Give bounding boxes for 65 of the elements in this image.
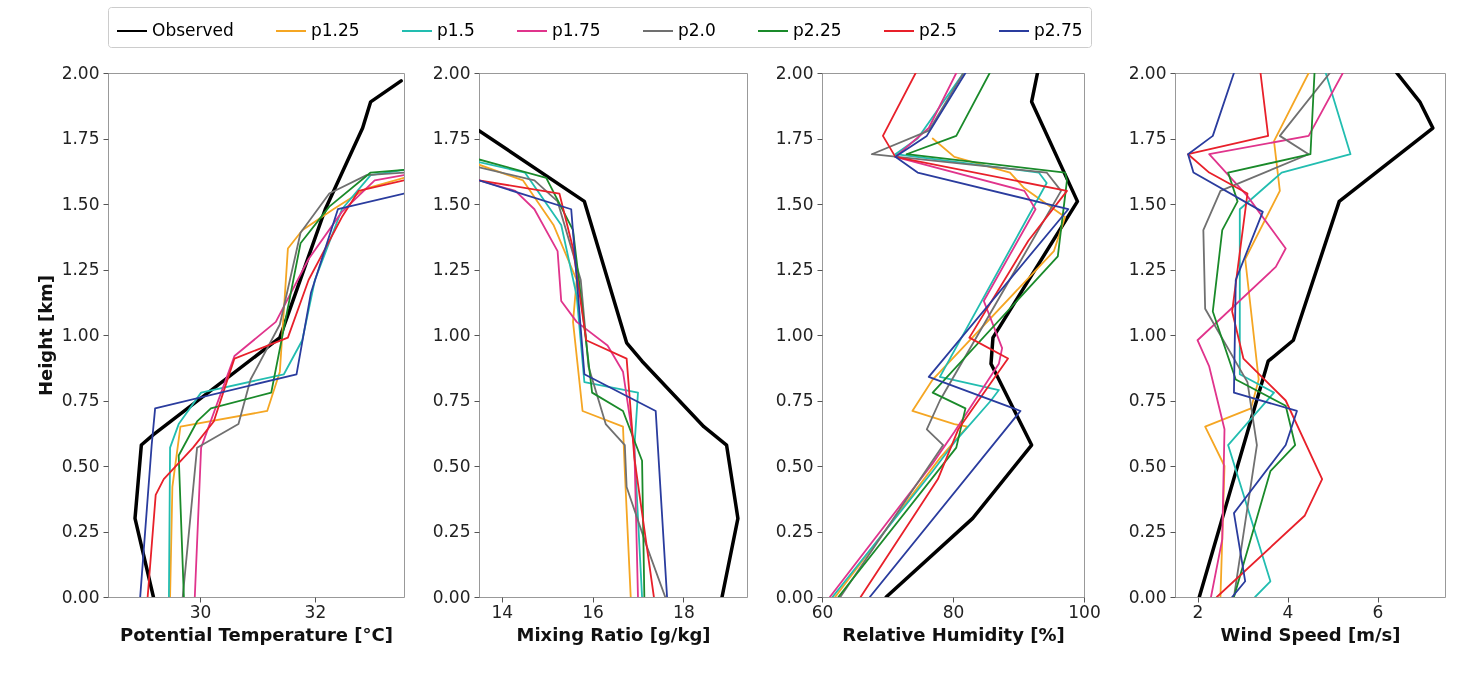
y-tick-label: 2.00 (61, 62, 100, 83)
y-tick-label: 1.00 (1128, 324, 1167, 345)
y-tick-label: 1.50 (432, 193, 471, 214)
y-tick-label: 0.00 (775, 586, 814, 607)
legend-label: Observed (152, 20, 234, 40)
y-tick-label: 0.75 (1128, 390, 1167, 410)
legend-label: p2.25 (793, 20, 842, 40)
legend-label: p1.75 (552, 20, 601, 40)
line-series (479, 128, 740, 597)
x-axis-title: Wind Speed [m/s] (1220, 623, 1401, 645)
legend-label: p1.25 (311, 20, 360, 40)
y-tick-label: 2.00 (1128, 62, 1167, 83)
y-tick-label: 1.00 (432, 324, 471, 345)
x-tick-label: 100 (1068, 601, 1101, 622)
x-axis-title: Mixing Ratio [g/kg] (516, 623, 711, 645)
x-tick-label: 60 (811, 601, 834, 622)
y-tick-label: 0.75 (775, 390, 814, 410)
x-tick-label: 2 (1192, 601, 1204, 622)
y-tick-label: 1.25 (1128, 259, 1167, 279)
legend-label: p1.5 (437, 20, 475, 40)
y-tick-label: 0.00 (1128, 586, 1167, 607)
y-tick-label: 1.25 (775, 259, 814, 279)
y-tick-label: 1.50 (775, 193, 814, 214)
y-tick-label: 1.75 (1128, 128, 1167, 148)
x-tick-label: 14 (491, 601, 514, 622)
y-tick-label: 1.00 (775, 324, 814, 345)
x-axis-title: Potential Temperature [°C] (120, 623, 393, 645)
y-tick-label: 0.50 (432, 455, 471, 476)
legend-label: p2.5 (919, 20, 957, 40)
y-tick-label: 0.25 (775, 521, 814, 541)
y-tick-label: 0.75 (61, 390, 100, 410)
y-tick-label: 0.25 (432, 521, 471, 541)
line-series (1187, 73, 1298, 597)
x-tick-label: 16 (582, 601, 604, 622)
x-tick-label: 6 (1372, 601, 1384, 622)
legend-label: p2.75 (1034, 20, 1083, 40)
y-tick-label: 2.00 (775, 62, 814, 83)
y-tick-label: 0.00 (432, 586, 471, 607)
y-tick-label: 0.50 (775, 455, 814, 476)
y-tick-label: 1.75 (432, 128, 471, 148)
y-tick-label: 1.25 (61, 259, 100, 279)
x-tick-label: 30 (189, 601, 212, 622)
y-tick-label: 1.25 (432, 259, 471, 279)
y-tick-label: 0.00 (61, 586, 100, 607)
legend-label: p2.0 (678, 20, 716, 40)
y-tick-label: 0.75 (432, 390, 471, 410)
line-series (1197, 73, 1435, 597)
y-tick-label: 2.00 (432, 62, 471, 83)
x-tick-label: 32 (304, 601, 327, 622)
y-tick-label: 1.75 (775, 128, 814, 148)
y-axis-title: Height [km] (34, 274, 56, 397)
y-tick-label: 0.50 (1128, 455, 1167, 476)
y-tick-label: 0.25 (61, 521, 100, 541)
line-series (1227, 73, 1352, 597)
x-tick-label: 4 (1282, 601, 1294, 622)
x-tick-label: 18 (673, 601, 695, 622)
y-tick-label: 1.00 (61, 324, 100, 345)
y-tick-label: 1.75 (61, 128, 100, 148)
y-tick-label: 0.25 (1128, 521, 1167, 541)
x-axis-title: Relative Humidity [%] (842, 623, 1065, 645)
y-tick-label: 0.50 (61, 455, 100, 476)
line-series (1187, 73, 1324, 597)
y-tick-label: 1.50 (1128, 193, 1167, 214)
x-tick-label: 80 (942, 601, 965, 622)
y-tick-label: 1.50 (61, 193, 100, 214)
